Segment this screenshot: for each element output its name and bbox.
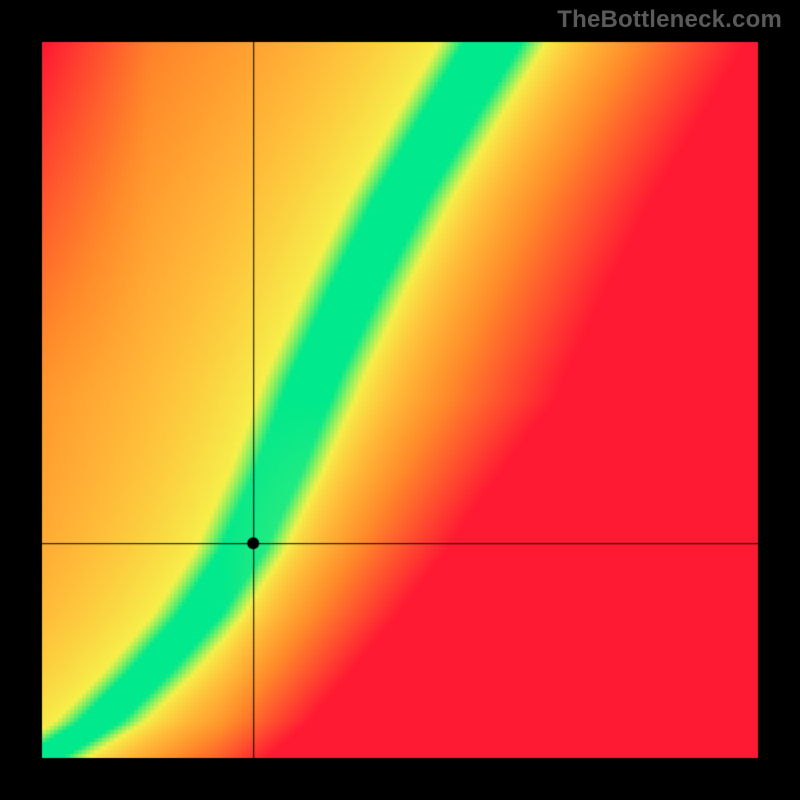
bottleneck-heatmap-canvas <box>0 0 800 800</box>
chart-root: TheBottleneck.com <box>0 0 800 800</box>
watermark-text: TheBottleneck.com <box>557 6 782 34</box>
